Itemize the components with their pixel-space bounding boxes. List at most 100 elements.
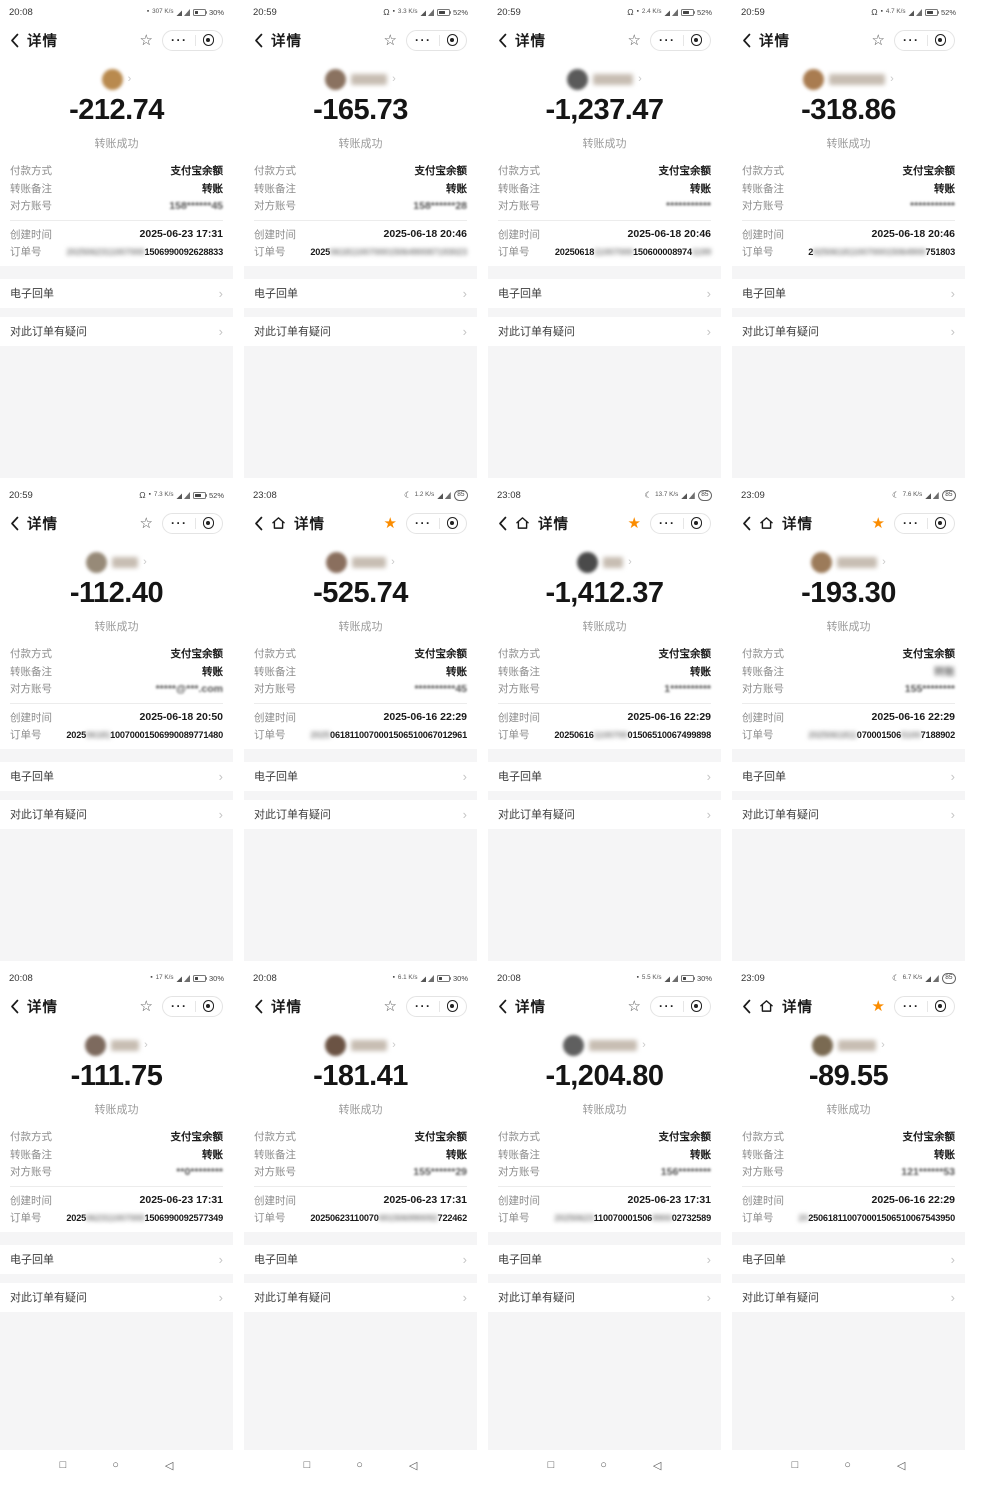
order-question-link[interactable]: 对此订单有疑问 › <box>244 316 477 346</box>
recents-button[interactable]: □ <box>547 1459 555 1471</box>
more-options-icon[interactable]: ··· <box>415 33 432 47</box>
android-back-button[interactable]: ◁ <box>896 1460 906 1472</box>
receipt-link[interactable]: 电子回单 › <box>0 761 233 791</box>
target-close-icon[interactable] <box>202 1000 214 1012</box>
receipt-link[interactable]: 电子回单 › <box>732 1244 965 1274</box>
order-question-link[interactable]: 对此订单有疑问 › <box>0 1282 233 1312</box>
order-question-link[interactable]: 对此订单有疑问 › <box>0 316 233 346</box>
more-options-icon[interactable]: ··· <box>659 999 676 1013</box>
payee-profile[interactable]: › <box>732 1034 965 1056</box>
favorite-star-icon[interactable]: ☆ <box>383 997 397 1015</box>
back-button[interactable] <box>254 999 263 1014</box>
receipt-link[interactable]: 电子回单 › <box>244 761 477 791</box>
order-question-link[interactable]: 对此订单有疑问 › <box>0 799 233 829</box>
more-options-icon[interactable]: ··· <box>659 33 676 47</box>
home-icon[interactable] <box>271 516 286 530</box>
more-options-icon[interactable]: ··· <box>903 516 920 530</box>
favorite-star-icon[interactable]: ★ <box>871 514 885 532</box>
recents-button[interactable]: □ <box>303 1459 311 1471</box>
favorite-star-icon[interactable]: ☆ <box>871 31 885 49</box>
target-close-icon[interactable] <box>690 1000 702 1012</box>
back-button[interactable] <box>498 516 507 531</box>
more-options-icon[interactable]: ··· <box>415 516 432 530</box>
target-close-icon[interactable] <box>202 517 214 529</box>
favorite-star-icon[interactable]: ★ <box>383 514 397 532</box>
payee-profile[interactable]: › <box>0 1034 233 1056</box>
order-question-link[interactable]: 对此订单有疑问 › <box>488 799 721 829</box>
receipt-link[interactable]: 电子回单 › <box>244 278 477 308</box>
more-options-icon[interactable]: ··· <box>171 999 188 1013</box>
payee-profile[interactable]: › <box>732 68 965 90</box>
receipt-link[interactable]: 电子回单 › <box>244 1244 477 1274</box>
order-question-link[interactable]: 对此订单有疑问 › <box>732 1282 965 1312</box>
order-question-link[interactable]: 对此订单有疑问 › <box>732 316 965 346</box>
back-button[interactable] <box>742 516 751 531</box>
favorite-star-icon[interactable]: ☆ <box>627 997 641 1015</box>
target-close-icon[interactable] <box>446 34 458 46</box>
more-options-icon[interactable]: ··· <box>659 516 676 530</box>
payee-profile[interactable]: › <box>244 68 477 90</box>
target-close-icon[interactable] <box>934 1000 946 1012</box>
receipt-link[interactable]: 电子回单 › <box>488 278 721 308</box>
target-close-icon[interactable] <box>202 34 214 46</box>
more-options-icon[interactable]: ··· <box>171 33 188 47</box>
favorite-star-icon[interactable]: ☆ <box>139 514 153 532</box>
back-button[interactable] <box>10 33 19 48</box>
home-icon[interactable] <box>759 999 774 1013</box>
more-options-icon[interactable]: ··· <box>903 999 920 1013</box>
favorite-star-icon[interactable]: ☆ <box>139 997 153 1015</box>
target-close-icon[interactable] <box>446 517 458 529</box>
payee-profile[interactable]: › <box>244 1034 477 1056</box>
more-options-icon[interactable]: ··· <box>171 516 188 530</box>
payee-profile[interactable]: › <box>732 551 965 573</box>
target-close-icon[interactable] <box>934 34 946 46</box>
payee-profile[interactable]: › <box>0 68 233 90</box>
order-question-link[interactable]: 对此订单有疑问 › <box>244 1282 477 1312</box>
favorite-star-icon[interactable]: ☆ <box>139 31 153 49</box>
order-question-link[interactable]: 对此订单有疑问 › <box>488 1282 721 1312</box>
favorite-star-icon[interactable]: ★ <box>627 514 641 532</box>
back-button[interactable] <box>10 999 19 1014</box>
receipt-link[interactable]: 电子回单 › <box>732 278 965 308</box>
back-button[interactable] <box>254 516 263 531</box>
android-back-button[interactable]: ◁ <box>164 1460 174 1472</box>
recents-button[interactable]: □ <box>59 1459 67 1471</box>
recents-button[interactable]: □ <box>791 1459 799 1471</box>
back-button[interactable] <box>254 33 263 48</box>
favorite-star-icon[interactable]: ☆ <box>383 31 397 49</box>
order-question-link[interactable]: 对此订单有疑问 › <box>488 316 721 346</box>
home-button[interactable]: ○ <box>356 1459 363 1471</box>
order-question-link[interactable]: 对此订单有疑问 › <box>732 799 965 829</box>
home-button[interactable]: ○ <box>112 1459 119 1471</box>
receipt-link[interactable]: 电子回单 › <box>488 761 721 791</box>
more-options-icon[interactable]: ··· <box>903 33 920 47</box>
payee-profile[interactable]: › <box>244 551 477 573</box>
home-icon[interactable] <box>759 516 774 530</box>
back-button[interactable] <box>498 999 507 1014</box>
favorite-star-icon[interactable]: ☆ <box>627 31 641 49</box>
android-back-button[interactable]: ◁ <box>408 1460 418 1472</box>
more-options-icon[interactable]: ··· <box>415 999 432 1013</box>
back-button[interactable] <box>10 516 19 531</box>
order-question-link[interactable]: 对此订单有疑问 › <box>244 799 477 829</box>
back-button[interactable] <box>742 999 751 1014</box>
target-close-icon[interactable] <box>446 1000 458 1012</box>
target-close-icon[interactable] <box>934 517 946 529</box>
home-button[interactable]: ○ <box>600 1459 607 1471</box>
back-button[interactable] <box>742 33 751 48</box>
favorite-star-icon[interactable]: ★ <box>871 997 885 1015</box>
home-icon[interactable] <box>515 516 530 530</box>
payee-profile[interactable]: › <box>488 68 721 90</box>
back-button[interactable] <box>498 33 507 48</box>
home-button[interactable]: ○ <box>844 1459 851 1471</box>
receipt-link[interactable]: 电子回单 › <box>488 1244 721 1274</box>
receipt-link[interactable]: 电子回单 › <box>0 1244 233 1274</box>
payee-profile[interactable]: › <box>488 551 721 573</box>
payee-profile[interactable]: › <box>0 551 233 573</box>
android-back-button[interactable]: ◁ <box>652 1460 662 1472</box>
payee-profile[interactable]: › <box>488 1034 721 1056</box>
target-close-icon[interactable] <box>690 34 702 46</box>
receipt-link[interactable]: 电子回单 › <box>0 278 233 308</box>
target-close-icon[interactable] <box>690 517 702 529</box>
receipt-link[interactable]: 电子回单 › <box>732 761 965 791</box>
